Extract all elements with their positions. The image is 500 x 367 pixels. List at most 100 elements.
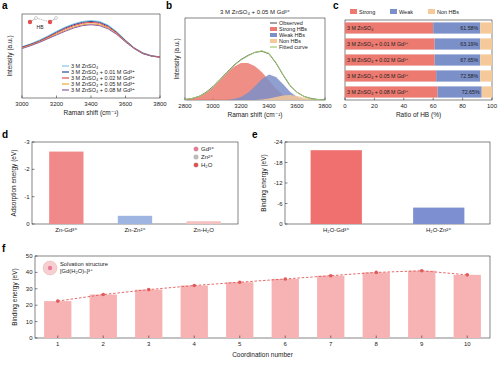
oxygen — [28, 20, 32, 24]
annotation: 67.65% — [460, 57, 478, 63]
legend-swatch — [350, 9, 357, 14]
cluster — [43, 261, 57, 275]
legend-label: Gd³⁺ — [201, 146, 214, 152]
y-tick — [285, 162, 288, 163]
x-tick — [330, 336, 331, 339]
y-tick-label: -24 — [274, 139, 283, 145]
plot-area — [311, 150, 465, 224]
legend-label: Strong — [359, 9, 375, 15]
x-tick-label: 3200 — [234, 103, 248, 109]
x-tick-label: 3600 — [119, 101, 133, 107]
spectrum-line — [185, 51, 325, 99]
x-tick-label: 8 — [375, 341, 379, 347]
category-label: 3 M ZnSO₄ + 0.01 M Gd³⁺ — [347, 41, 409, 47]
x-tick-label: 3400 — [262, 103, 276, 109]
x-tick — [56, 96, 57, 99]
cluster-inset — [43, 261, 57, 275]
y-tick-label: 40 — [26, 269, 33, 275]
legend-swatch — [270, 27, 277, 31]
bar-segment — [345, 22, 433, 33]
y-axis-label: Adsorption energy (eV) — [10, 150, 18, 217]
category-label: H₂O-Gd³⁺ — [323, 227, 350, 233]
legend-swatch — [62, 89, 69, 90]
y-tick — [285, 183, 288, 184]
plot-area — [185, 51, 325, 100]
y-tick — [35, 305, 38, 306]
annotation: 72.58% — [460, 73, 478, 79]
x-tick-label: 3400 — [84, 101, 98, 107]
bar-segment — [433, 22, 480, 33]
x-tick — [91, 96, 92, 99]
y-tick-label: 30 — [26, 286, 33, 292]
title: 3 M ZnSO₄ + 0.05 M Gd³⁺ — [220, 9, 290, 15]
category-label: 3 M ZnSO₄ + 0.02 M Gd³⁺ — [347, 57, 409, 63]
x-tick-label: 60 — [430, 103, 437, 109]
x-tick — [239, 336, 240, 339]
annotation: Solvation structure — [60, 261, 108, 267]
x-axis-label: Coordination number — [232, 351, 294, 358]
y-axis-label: Intensity (a.u.) — [6, 35, 14, 76]
bar — [454, 275, 481, 338]
bar — [272, 279, 299, 338]
spectrum-line — [22, 22, 160, 57]
x-axis-label: Raman shift (cm⁻¹) — [227, 111, 282, 119]
x-tick-label: 20 — [371, 103, 378, 109]
legend-swatch — [270, 39, 277, 43]
legend-label: Non HBs — [437, 9, 459, 15]
marker — [329, 274, 333, 278]
marker — [465, 273, 469, 277]
x-tick-label: 100 — [487, 103, 498, 109]
bar — [181, 286, 208, 338]
bar-segment — [480, 22, 492, 33]
marker — [101, 293, 105, 297]
x-tick-label: 9 — [420, 341, 424, 347]
y-tick-label: -18 — [274, 160, 283, 166]
bar — [226, 282, 253, 338]
bar-segment — [435, 54, 481, 65]
bar — [413, 208, 464, 224]
panel-label: e — [252, 129, 258, 140]
y-tick-label: 0 — [26, 221, 30, 227]
x-tick — [57, 336, 58, 339]
x-tick-label: 3800 — [153, 101, 167, 107]
marker — [420, 269, 424, 273]
bar-segment — [345, 86, 438, 97]
x-axis-label: Raman shift (cm⁻¹) — [63, 109, 118, 117]
x-tick — [103, 336, 104, 339]
legend-swatch — [62, 83, 69, 84]
legend-swatch — [270, 33, 277, 37]
legend-dot — [194, 155, 199, 160]
spectrum-line — [185, 51, 325, 100]
marker — [192, 284, 196, 288]
bar — [363, 272, 390, 338]
peak-area — [185, 63, 325, 100]
spectrum-line — [22, 25, 160, 58]
x-axis-label: Ratio of HB (%) — [396, 111, 441, 119]
bar-segment — [480, 70, 492, 81]
annotation: 72.65% — [462, 89, 480, 95]
x-tick — [22, 96, 23, 99]
annotation: [Gd(H₂O)ₙ]³⁺ — [60, 268, 93, 274]
y-tick-label: 50 — [26, 253, 33, 259]
spectrum-line — [22, 21, 160, 56]
x-tick-label: 2 — [102, 341, 106, 347]
y-tick-label: 0 — [29, 335, 33, 341]
legend-label: Fitted curve — [279, 44, 308, 50]
bar-segment — [345, 70, 436, 81]
y-tick-label: -3 — [24, 139, 30, 145]
x-tick-label: 6 — [284, 341, 288, 347]
bar — [118, 216, 152, 224]
hydrogen — [55, 17, 58, 20]
plot-area — [345, 22, 492, 97]
x-tick — [160, 96, 161, 99]
bar-segment — [345, 38, 435, 49]
legend-swatch — [62, 65, 69, 66]
category-label: 3 M ZnSO₄ + 0.08 M Gd³⁺ — [347, 89, 409, 95]
x-tick-label: 10 — [464, 341, 471, 347]
x-tick — [492, 98, 493, 101]
y-tick — [35, 272, 38, 273]
x-tick-label: 3800 — [318, 103, 332, 109]
category-label: Zn-H₂O — [193, 227, 214, 233]
annotation: 63.19% — [460, 41, 478, 47]
y-tick — [35, 288, 38, 289]
